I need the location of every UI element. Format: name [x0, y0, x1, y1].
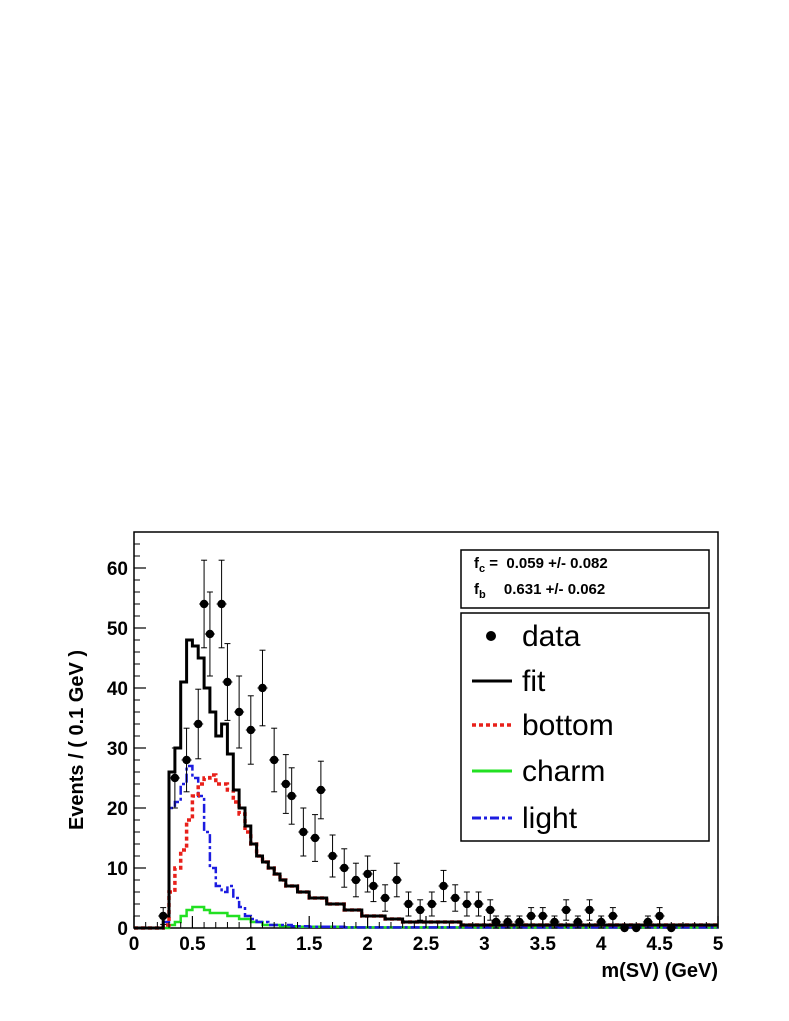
- y-tick-label: 60: [107, 559, 128, 580]
- data-point: [328, 851, 337, 861]
- y-tick-label: 40: [107, 679, 128, 700]
- data-point: [415, 905, 425, 915]
- y-axis-title: Events / ( 0.1 GeV ): [66, 650, 88, 830]
- fit-result-fc-param: f: [474, 555, 480, 572]
- data-point: [451, 893, 460, 903]
- data-point: [269, 755, 279, 765]
- fit-result-fb-param: f: [474, 581, 480, 598]
- x-tick-label: 3.5: [530, 934, 557, 955]
- data-point: [340, 863, 349, 873]
- x-tick-label: 3: [479, 934, 490, 955]
- data-point: [223, 677, 232, 687]
- data-point: [474, 899, 483, 909]
- y-tick-label: 50: [107, 619, 128, 640]
- data-point: [194, 719, 203, 729]
- fit-result-fb-sub: b: [479, 589, 486, 601]
- data-point: [199, 599, 209, 609]
- fit-result-fb: fb 0.631 +/- 0.062: [474, 581, 605, 601]
- data-point: [217, 599, 226, 609]
- data-point: [585, 905, 594, 915]
- data-point: [234, 707, 244, 717]
- legend-data-marker: [486, 631, 496, 641]
- data-point: [561, 905, 571, 915]
- x-tick-label: 2.5: [413, 934, 440, 955]
- data-point: [299, 827, 308, 837]
- data-point: [380, 893, 390, 903]
- data-point: [182, 755, 191, 765]
- x-axis-title: m(SV) (GeV): [601, 960, 718, 982]
- legend-fit-label: fit: [522, 665, 546, 698]
- legend-light-label: light: [522, 802, 578, 835]
- series-fit: [134, 638, 718, 930]
- x-tick-label: 0.5: [179, 934, 206, 955]
- x-tick-label: 1: [246, 934, 257, 955]
- fit-results-box: fc = 0.059 +/- 0.082 fb 0.631 +/- 0.062: [460, 549, 710, 609]
- data-point: [310, 833, 320, 843]
- data-point: [205, 629, 215, 639]
- data-point: [170, 773, 180, 783]
- x-tick-label: 4: [596, 934, 607, 955]
- y-tick-label: 0: [117, 919, 128, 940]
- x-tick-label: 5: [713, 934, 724, 955]
- data-point: [392, 875, 401, 885]
- y-tick-label: 30: [107, 739, 128, 760]
- data-point: [427, 899, 437, 909]
- data-point: [526, 911, 536, 921]
- data-point: [351, 875, 361, 885]
- data-point: [439, 881, 448, 891]
- x-tick-label: 2: [362, 934, 373, 955]
- data-point: [316, 785, 326, 795]
- fit-result-fb-value: 0.631 +/- 0.062: [500, 581, 606, 598]
- legend-charm-label: charm: [522, 755, 605, 788]
- data-point: [287, 791, 296, 801]
- series-charm: [134, 905, 718, 930]
- data-point: [258, 683, 267, 693]
- x-tick-label: 0: [129, 934, 140, 955]
- fit-result-fc: fc = 0.059 +/- 0.082: [474, 555, 608, 575]
- data-point: [608, 911, 618, 921]
- fit-result-fc-sub: c: [479, 563, 485, 575]
- data-point: [363, 869, 372, 879]
- fit-result-fc-value: = 0.059 +/- 0.082: [485, 555, 608, 572]
- legend: data fit bottom charm light: [460, 612, 710, 842]
- x-tick-label: 1.5: [296, 934, 323, 955]
- data-point: [369, 881, 378, 891]
- data-point: [462, 899, 472, 909]
- legend-data-label: data: [522, 620, 581, 653]
- x-tick-label: 4.5: [646, 934, 673, 955]
- data-point: [246, 725, 255, 735]
- y-tick-label: 10: [107, 859, 128, 880]
- data-point: [486, 905, 495, 915]
- data-point: [404, 899, 413, 909]
- series-light: [134, 764, 718, 930]
- legend-bottom-label: bottom: [522, 709, 614, 742]
- data-point: [281, 779, 291, 789]
- y-tick-label: 20: [107, 799, 128, 820]
- data-point: [159, 911, 168, 921]
